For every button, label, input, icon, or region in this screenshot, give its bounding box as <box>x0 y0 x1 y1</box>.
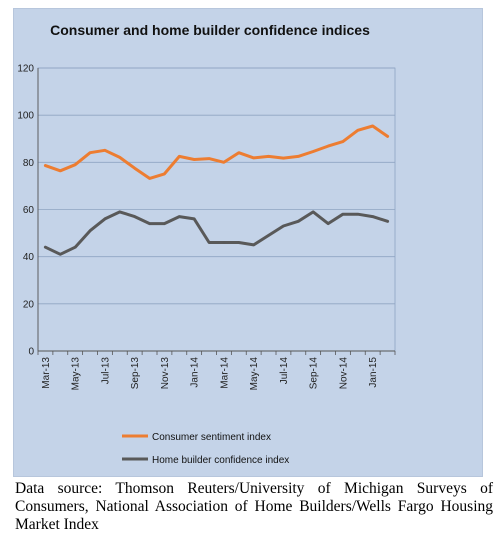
x-tick-label: Sep-14 <box>309 357 320 390</box>
consumer-sentiment-point <box>148 177 151 180</box>
home-builder-confidence-point <box>282 225 285 228</box>
home-builder-confidence-point <box>59 253 62 256</box>
home-builder-confidence-point <box>163 222 166 225</box>
home-builder-confidence-point <box>74 246 77 249</box>
chart-svg: Consumer and home builder confidence ind… <box>17 22 396 466</box>
series-lines <box>43 124 390 256</box>
home-builder-confidence-point <box>118 210 121 213</box>
home-builder-confidence-point <box>133 215 136 218</box>
consumer-sentiment-point <box>104 149 107 152</box>
x-tick-label: Sep-13 <box>130 357 141 390</box>
x-tick-label: Jan-15 <box>368 357 379 388</box>
x-tick-label: Jul-14 <box>279 357 290 385</box>
home-builder-confidence-point <box>148 222 151 225</box>
consumer-sentiment-line <box>43 124 390 180</box>
consumer-sentiment-point <box>223 161 226 164</box>
home-builder-confidence-point <box>178 215 181 218</box>
home-builder-confidence-point <box>267 234 270 237</box>
consumer-sentiment-point <box>118 156 121 159</box>
consumer-sentiment-point <box>371 125 374 128</box>
y-tick-label: 80 <box>23 158 35 169</box>
y-tick-label: 60 <box>23 205 35 216</box>
x-tick-label: Mar-14 <box>219 357 230 389</box>
x-tick-label: Jan-14 <box>190 357 201 388</box>
gridlines <box>38 67 395 305</box>
home-builder-confidence-point <box>342 213 345 216</box>
axes: 0 20 40 60 80 100 120 Mar-13 May-13 Jul-13 Sep-13 N… <box>17 64 396 391</box>
consumer-sentiment-point <box>267 155 270 158</box>
home-builder-confidence-point <box>44 246 47 249</box>
home-builder-confidence-point <box>371 215 374 218</box>
y-tick-label: 100 <box>17 111 34 122</box>
consumer-sentiment-point <box>327 145 330 148</box>
home-builder-confidence-point <box>193 218 196 221</box>
x-tick-label: May-13 <box>71 357 82 391</box>
consumer-sentiment-point <box>133 167 136 170</box>
consumer-sentiment-point <box>208 157 211 160</box>
x-tick-label: Mar-13 <box>41 357 52 389</box>
home-builder-confidence-point <box>89 229 92 232</box>
chart-panel: Consumer and home builder confidence ind… <box>13 8 483 477</box>
x-tick-label: May-14 <box>249 357 260 391</box>
y-tick-label: 40 <box>23 252 35 263</box>
consumer-sentiment-point <box>356 129 359 132</box>
home-builder-confidence-point <box>104 218 107 221</box>
home-builder-confidence-point <box>208 241 211 244</box>
home-builder-confidence-point <box>356 213 359 216</box>
home-builder-confidence-point <box>237 241 240 244</box>
legend-label-consumer: Consumer sentiment index <box>152 432 271 443</box>
consumer-sentiment-point <box>297 155 300 158</box>
consumer-sentiment-point <box>178 155 181 158</box>
home-builder-confidence-line <box>43 210 390 256</box>
consumer-sentiment-point <box>89 151 92 154</box>
consumer-sentiment-point <box>237 151 240 154</box>
consumer-sentiment-point <box>44 164 47 167</box>
x-tick-label: Jul-13 <box>100 357 111 385</box>
home-builder-confidence-point <box>327 222 330 225</box>
consumer-sentiment-point <box>193 158 196 161</box>
y-tick-label: 20 <box>23 299 35 310</box>
consumer-sentiment-point <box>59 169 62 172</box>
consumer-sentiment-point <box>252 156 255 159</box>
chart-title: Consumer and home builder confidence ind… <box>50 22 370 38</box>
consumer-sentiment-point <box>74 163 77 166</box>
legend-label-builder: Home builder confidence index <box>152 455 289 466</box>
y-tick-label: 0 <box>28 347 34 358</box>
consumer-sentiment-point <box>342 140 345 143</box>
home-builder-confidence-point <box>223 241 226 244</box>
consumer-sentiment-point <box>386 135 389 138</box>
legend: Consumer sentiment index Home builder co… <box>122 432 289 466</box>
home-builder-confidence-point <box>386 220 389 223</box>
y-tick-label: 120 <box>17 64 34 75</box>
consumer-sentiment-point <box>312 150 315 153</box>
x-tick-label: Nov-13 <box>160 357 171 390</box>
home-builder-confidence-point <box>252 243 255 246</box>
home-builder-confidence-point <box>312 210 315 213</box>
x-tick-label: Nov-14 <box>338 357 349 390</box>
consumer-sentiment-point <box>163 172 166 175</box>
source-note: Data source: Thomson Reuters/University … <box>15 480 493 533</box>
home-builder-confidence-point <box>297 220 300 223</box>
consumer-sentiment-point <box>282 157 285 160</box>
